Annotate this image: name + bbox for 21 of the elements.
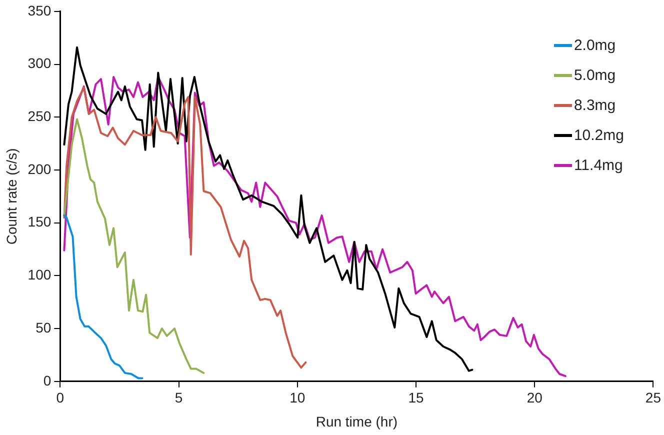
x-tick-label: 15	[408, 390, 424, 406]
x-tick-label: 0	[56, 390, 64, 406]
x-tick-label: 5	[174, 390, 183, 406]
legend-label: 11.4mg	[574, 156, 623, 174]
y-tick-label: 100	[28, 266, 52, 283]
x-axis-title: Run time (hr)	[316, 413, 398, 430]
y-tick-label: 0	[43, 372, 52, 388]
legend-label: 5.0mg	[574, 66, 616, 84]
legend-label: 10.2mg	[574, 126, 624, 144]
x-tick-label: 20	[526, 390, 543, 406]
y-tick-label: 150	[28, 214, 52, 230]
y-tick-label: 250	[28, 108, 52, 124]
y-tick-label: 50	[36, 319, 52, 336]
legend-label: 2.0mg	[574, 36, 616, 54]
x-tick-label: 25	[645, 390, 662, 406]
y-tick-label: 300	[28, 55, 52, 72]
x-tick-label: 10	[290, 390, 306, 406]
y-tick-label: 200	[28, 160, 52, 177]
y-axis-title: Count rate (c/s)	[3, 148, 20, 245]
legend-label: 8.3mg	[574, 96, 616, 114]
y-tick-label: 350	[28, 2, 52, 18]
